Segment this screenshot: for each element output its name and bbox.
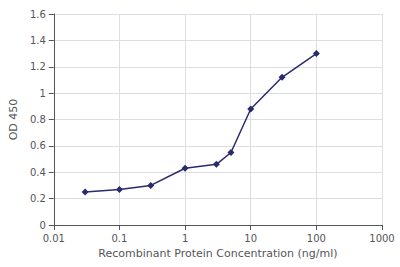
svg-text:Recombinant Protein Concentrat: Recombinant Protein Concentration (ng/ml… (98, 247, 337, 260)
svg-text:0.4: 0.4 (30, 167, 46, 178)
svg-text:1000: 1000 (369, 233, 394, 244)
svg-text:1: 1 (182, 233, 188, 244)
svg-text:1.2: 1.2 (30, 61, 46, 72)
svg-text:1: 1 (39, 88, 45, 99)
svg-text:0.01: 0.01 (43, 233, 65, 244)
svg-text:0.2: 0.2 (30, 193, 46, 204)
svg-text:1.6: 1.6 (30, 9, 46, 20)
svg-text:0.6: 0.6 (30, 140, 46, 151)
svg-text:OD 450: OD 450 (7, 99, 20, 141)
svg-text:0: 0 (39, 220, 45, 231)
svg-text:100: 100 (307, 233, 326, 244)
svg-text:0.1: 0.1 (111, 233, 127, 244)
svg-text:1.4: 1.4 (30, 35, 46, 46)
svg-text:0.8: 0.8 (30, 114, 46, 125)
svg-text:10: 10 (244, 233, 257, 244)
